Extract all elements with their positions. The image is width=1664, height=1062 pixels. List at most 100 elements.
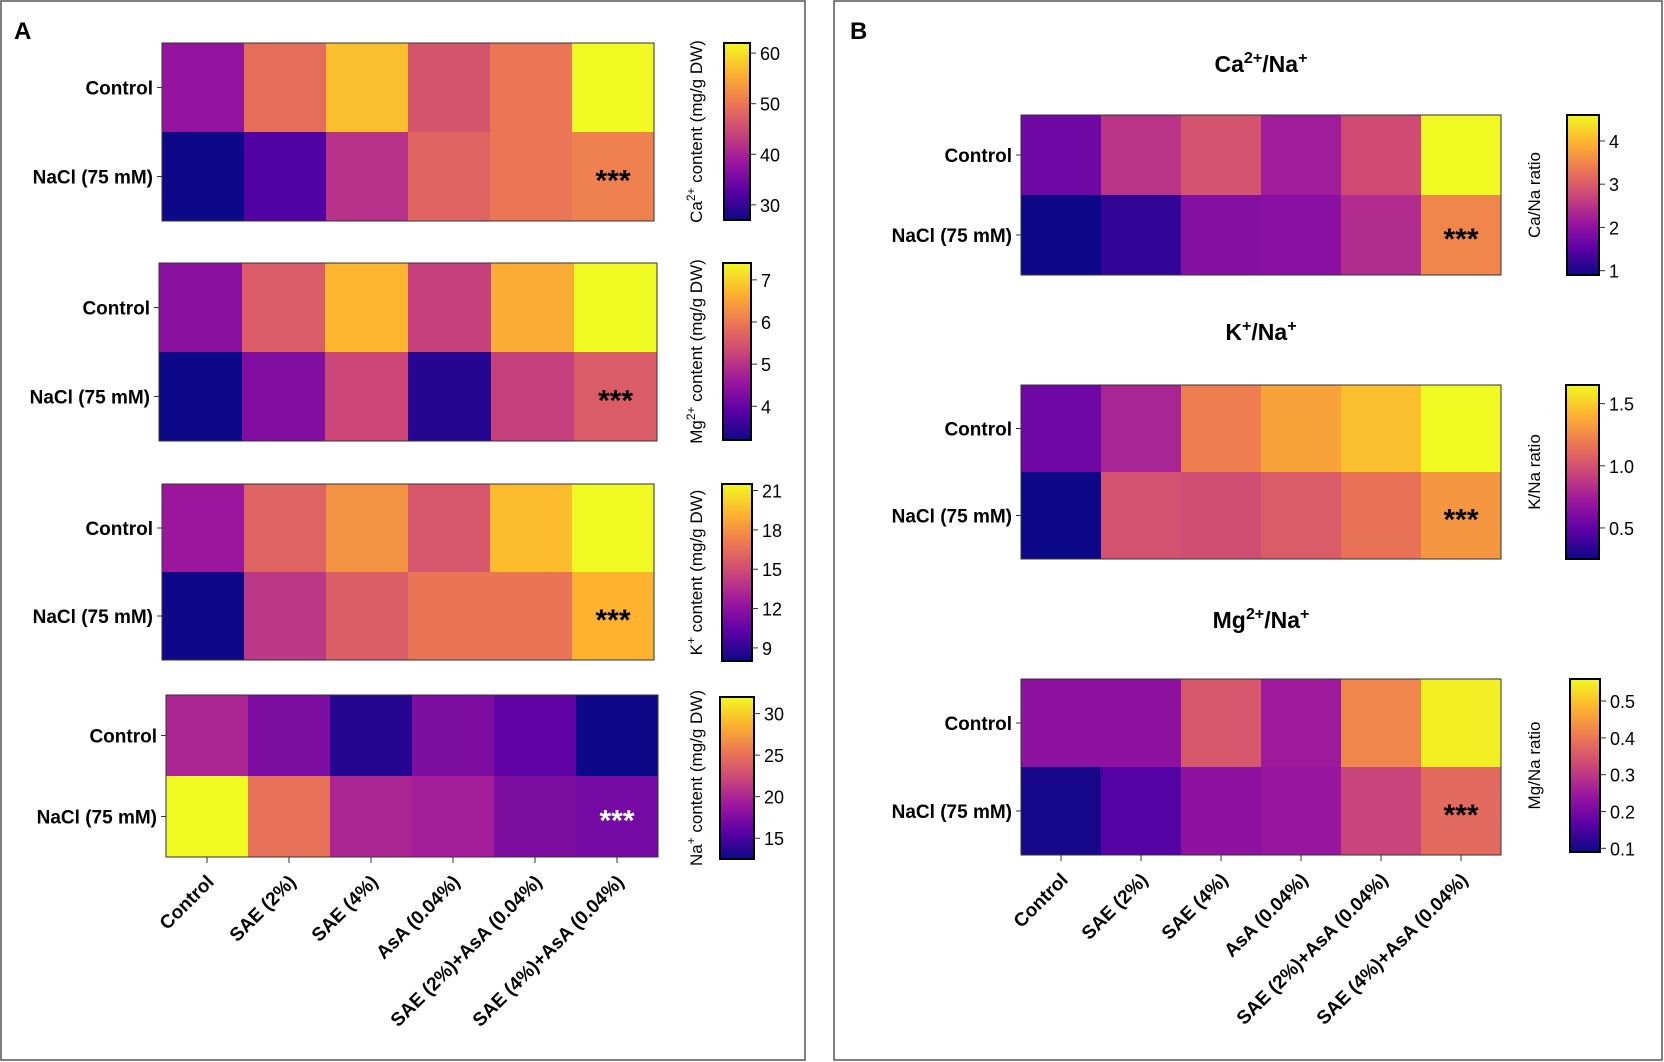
chart-title: Ca2+/Na+	[1215, 49, 1308, 77]
heatmap-frame	[161, 483, 655, 661]
heatmap-cell	[162, 132, 245, 222]
heatmap-cell	[574, 352, 658, 442]
row-label: NaCl (75 mM)	[37, 808, 157, 829]
row-label: Control	[85, 79, 153, 100]
heatmap-cell	[1341, 385, 1422, 473]
heatmap-cell	[1181, 115, 1262, 196]
heatmap-cell	[326, 484, 409, 573]
panel-a-letter: A	[14, 18, 31, 45]
heatmap-cell	[412, 695, 495, 777]
colorbar-tick-label: 0.2	[1610, 803, 1635, 823]
colorbar-tick-label: 7	[761, 271, 771, 291]
row-label: Control	[944, 420, 1012, 441]
heatmap-cell	[491, 263, 575, 353]
colorbar	[1569, 678, 1601, 853]
heatmap-cell	[1261, 767, 1342, 856]
row-label: Control	[944, 714, 1012, 735]
heatmap-cell	[1021, 195, 1102, 276]
heatmap-cell	[1101, 472, 1182, 560]
colorbar-tick-label: 1.0	[1609, 457, 1634, 477]
colorbar-tick-label: 12	[762, 600, 782, 620]
heatmap-cell	[330, 695, 413, 777]
heatmap-cell	[1261, 472, 1342, 560]
heatmap-cell	[494, 695, 577, 777]
colorbar	[1566, 114, 1600, 276]
colorbar-label: Mg/Na ratio	[1525, 722, 1544, 810]
colorbar	[722, 262, 752, 441]
colorbar-tick-label: 0.3	[1610, 766, 1635, 786]
heatmap-cell	[1261, 385, 1342, 473]
row-label: Control	[85, 519, 153, 540]
row-label: Control	[944, 146, 1012, 167]
heatmap-frame	[158, 262, 658, 442]
colorbar	[719, 696, 755, 860]
chart-title: Mg2+/Na+	[1213, 605, 1310, 633]
heatmap-cell	[159, 263, 243, 353]
heatmap-cell	[1101, 767, 1182, 856]
panel-b-letter: B	[850, 18, 867, 45]
heatmap-cell	[166, 776, 249, 858]
row-label: NaCl (75 mM)	[892, 802, 1012, 823]
heatmap-frame	[1020, 114, 1502, 276]
heatmap-frame	[165, 694, 659, 858]
heatmap-cell	[1101, 195, 1182, 276]
colorbar	[723, 42, 751, 221]
heatmap-cell	[490, 132, 573, 222]
heatmap-cell	[162, 572, 245, 661]
colorbar-tick-label: 1.5	[1609, 395, 1634, 415]
heatmap-cell	[494, 776, 577, 858]
heatmap-cell	[162, 484, 245, 573]
colorbar	[721, 483, 753, 662]
row-label: NaCl (75 mM)	[892, 226, 1012, 247]
heatmap-cell	[248, 776, 331, 858]
colorbar-label: Mg2+ content (mg/g DW)	[684, 259, 706, 444]
heatmap-cell	[408, 572, 491, 661]
heatmap-cell	[490, 484, 573, 573]
heatmap-cell	[408, 352, 492, 442]
heatmap-cell	[1341, 679, 1422, 768]
heatmap-frame	[1020, 384, 1502, 560]
heatmap-cell	[1421, 195, 1502, 276]
colorbar-tick-label: 6	[761, 313, 771, 333]
heatmap-1: Control NaCl (75 mM) *** 30 40 50 60 Ca2+ conte…	[33, 40, 780, 223]
heatmap-cell	[1101, 385, 1182, 473]
heatmap-cell	[1021, 679, 1102, 768]
heatmap-cell	[1261, 195, 1342, 276]
heatmap-cell	[1021, 115, 1102, 196]
heatmap-cell	[408, 484, 491, 573]
heatmap-cell	[1181, 767, 1262, 856]
significance-marker: ***	[1443, 799, 1478, 832]
heatmap-cell	[490, 572, 573, 661]
row-label: Control	[89, 727, 157, 748]
chart-title: K+/Na+	[1225, 317, 1296, 345]
colorbar-tick-label: 9	[762, 639, 772, 659]
heatmap-cell	[1261, 679, 1342, 768]
colorbar-tick-label: 5	[761, 355, 771, 375]
colorbar-tick-label: 4	[761, 397, 771, 417]
heatmap-cell	[491, 352, 575, 442]
heatmap-3: Control NaCl (75 mM) *** 9 12 15 18 21 K+ conten…	[33, 482, 782, 662]
row-label: NaCl (75 mM)	[30, 388, 150, 409]
colorbar-tick-label: 21	[762, 482, 782, 502]
heatmap-cell	[412, 776, 495, 858]
heatmap-cell	[1421, 472, 1502, 560]
colorbar-tick-label: 0.5	[1609, 519, 1634, 539]
heatmap-cell	[330, 776, 413, 858]
heatmap-cell	[408, 132, 491, 222]
heatmap-cell	[572, 484, 655, 573]
heatmap-cell	[1021, 767, 1102, 856]
heatmap-cell	[325, 352, 409, 442]
colorbar-label: Ca/Na ratio	[1525, 152, 1544, 238]
heatmap-cell	[1181, 195, 1262, 276]
heatmap-cell	[325, 263, 409, 353]
colorbar-tick-label: 25	[764, 746, 784, 766]
heatmap-cell	[1181, 385, 1262, 473]
heatmap-5: Ca2+/Na+ Control NaCl (75 mM) *** 1 2 3 4 Ca/Na …	[892, 49, 1619, 282]
heatmap-cell	[1421, 767, 1502, 856]
heatmap-cell	[1181, 679, 1262, 768]
heatmap-cell	[1421, 115, 1502, 196]
colorbar-tick-label: 15	[762, 560, 782, 580]
heatmap-cell	[408, 263, 492, 353]
heatmap-cell	[244, 43, 327, 133]
